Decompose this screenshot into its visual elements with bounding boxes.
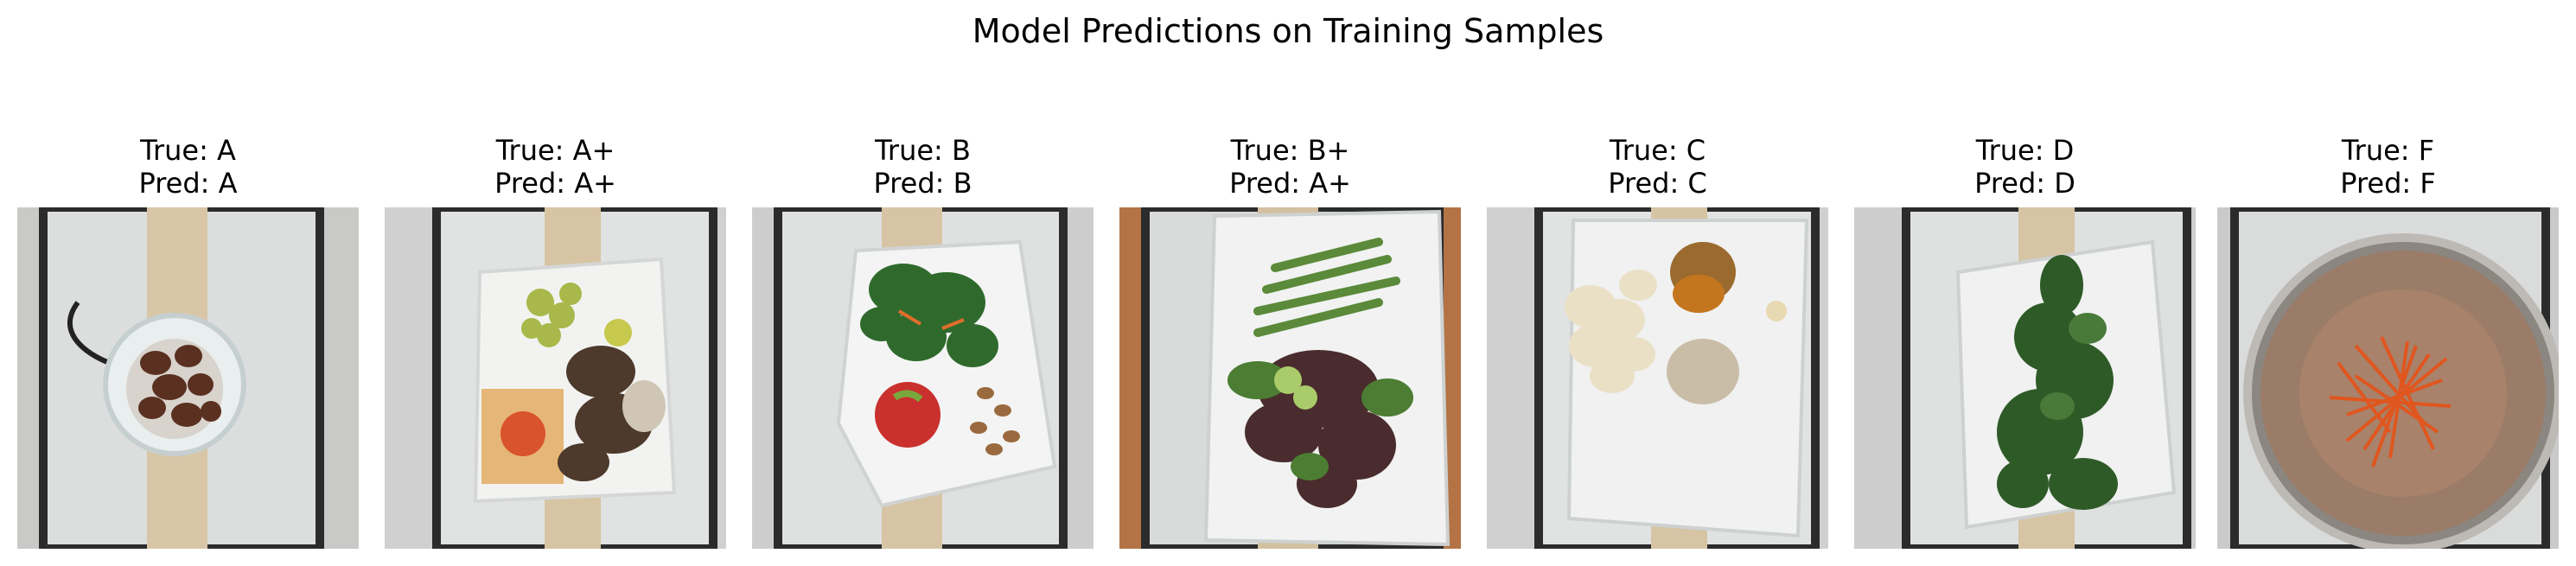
sample-panel-3: True: B Pred: B — [752, 134, 1094, 549]
pred-label: Pred: A — [138, 167, 238, 200]
pred-label: Pred: A+ — [494, 167, 616, 200]
sample-panel-4: True: B+ Pred: A+ — [1119, 134, 1461, 549]
true-label: True: D — [1975, 134, 2075, 167]
sample-caption: True: B+ Pred: A+ — [1119, 134, 1461, 203]
sample-caption: True: A Pred: A — [17, 134, 359, 203]
food-tray-image — [2217, 207, 2559, 549]
sample-caption: True: F Pred: F — [2217, 134, 2559, 203]
true-label: True: B+ — [1230, 134, 1350, 167]
food-tray-image — [385, 207, 726, 549]
sample-caption: True: A+ Pred: A+ — [385, 134, 726, 203]
pred-label: Pred: A+ — [1229, 167, 1351, 200]
true-label: True: C — [1609, 134, 1706, 167]
sample-panel-2: True: A+ Pred: A+ — [385, 134, 726, 549]
figure-title: Model Predictions on Training Samples — [972, 12, 1604, 50]
pred-label: Pred: D — [1974, 167, 2075, 200]
sample-panel-5: True: C Pred: C — [1487, 134, 1828, 549]
pred-label: Pred: B — [873, 167, 972, 200]
true-label: True: F — [2341, 134, 2435, 167]
true-label: True: B — [875, 134, 971, 167]
food-tray-image — [1487, 207, 1828, 549]
sample-caption: True: D Pred: D — [1854, 134, 2196, 203]
sample-panel-1: True: A Pred: A — [17, 134, 359, 549]
sample-caption: True: C Pred: C — [1487, 134, 1828, 203]
sample-panel-6: True: D Pred: D — [1854, 134, 2196, 549]
sample-caption: True: B Pred: B — [752, 134, 1094, 203]
pred-label: Pred: C — [1608, 167, 1707, 200]
food-tray-image — [752, 207, 1094, 549]
true-label: True: A — [140, 134, 236, 167]
pred-label: Pred: F — [2340, 167, 2436, 200]
sample-panel-7: True: F Pred: F — [2217, 134, 2559, 549]
food-tray-image — [17, 207, 359, 549]
food-tray-image — [1854, 207, 2196, 549]
true-label: True: A+ — [495, 134, 615, 167]
food-tray-image — [1119, 207, 1461, 549]
